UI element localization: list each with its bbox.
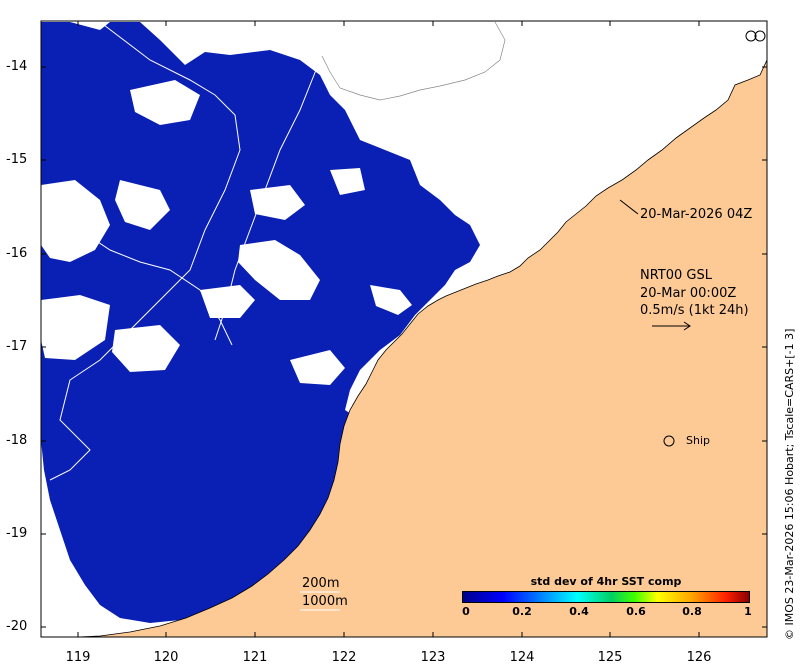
credit-text: © IMOS 23-Mar-2026 15:06 Hobart; Tscale=… bbox=[783, 328, 796, 640]
ship-track-marker-2 bbox=[754, 30, 766, 42]
x-tick-label: 122 bbox=[331, 650, 357, 665]
vector-scale-arrow bbox=[652, 321, 691, 331]
cloud-gaps bbox=[41, 80, 412, 385]
map-axes-frame bbox=[40, 20, 768, 638]
x-tick-label: 124 bbox=[509, 650, 535, 665]
x-axis-ticks bbox=[77, 21, 700, 637]
product-label: NRT00 GSL bbox=[640, 268, 712, 283]
y-tick-label: -15 bbox=[6, 152, 28, 167]
colorbar-tick-label: 0.6 bbox=[626, 605, 646, 618]
x-tick-label: 121 bbox=[242, 650, 268, 665]
colorbar-tick-label: 0.2 bbox=[512, 605, 532, 618]
colorbar bbox=[462, 591, 750, 603]
land-mass bbox=[77, 59, 768, 638]
y-tick-label: -17 bbox=[6, 339, 28, 354]
y-axis-ticks bbox=[41, 66, 767, 628]
x-tick-label: 123 bbox=[420, 650, 446, 665]
y-tick-label: -16 bbox=[6, 246, 28, 261]
ship-track-marker-1 bbox=[745, 30, 757, 42]
y-tick-label: -18 bbox=[6, 433, 28, 448]
time-label: 20-Mar-2026 04Z bbox=[640, 207, 753, 222]
colorbar-tick-label: 0.4 bbox=[569, 605, 589, 618]
colorbar-title: std dev of 4hr SST comp bbox=[530, 575, 682, 588]
isobath-lines bbox=[40, 21, 331, 481]
coast-outline-north bbox=[321, 21, 506, 101]
product-time-label: 20-Mar 00:00Z bbox=[640, 286, 737, 301]
ship-marker bbox=[663, 435, 675, 447]
colorbar-tick-label: 0 bbox=[462, 605, 470, 618]
vector-scale-label: 0.5m/s (1kt 24h) bbox=[640, 303, 749, 318]
y-tick-label: -19 bbox=[6, 526, 28, 541]
colorbar-tick-label: 1 bbox=[744, 605, 752, 618]
x-tick-label: 119 bbox=[65, 650, 91, 665]
ship-label: Ship bbox=[686, 434, 710, 447]
y-tick-label: -14 bbox=[6, 59, 28, 74]
colorbar-tick-label: 0.8 bbox=[682, 605, 702, 618]
x-tick-label: 126 bbox=[686, 650, 712, 665]
x-tick-label: 125 bbox=[597, 650, 623, 665]
y-tick-label: -20 bbox=[6, 619, 28, 634]
time-label-pointer bbox=[619, 199, 639, 215]
isobath-1000-label: 1000m bbox=[302, 594, 348, 609]
x-tick-label: 120 bbox=[153, 650, 179, 665]
isobath-200-label: 200m bbox=[302, 576, 340, 591]
